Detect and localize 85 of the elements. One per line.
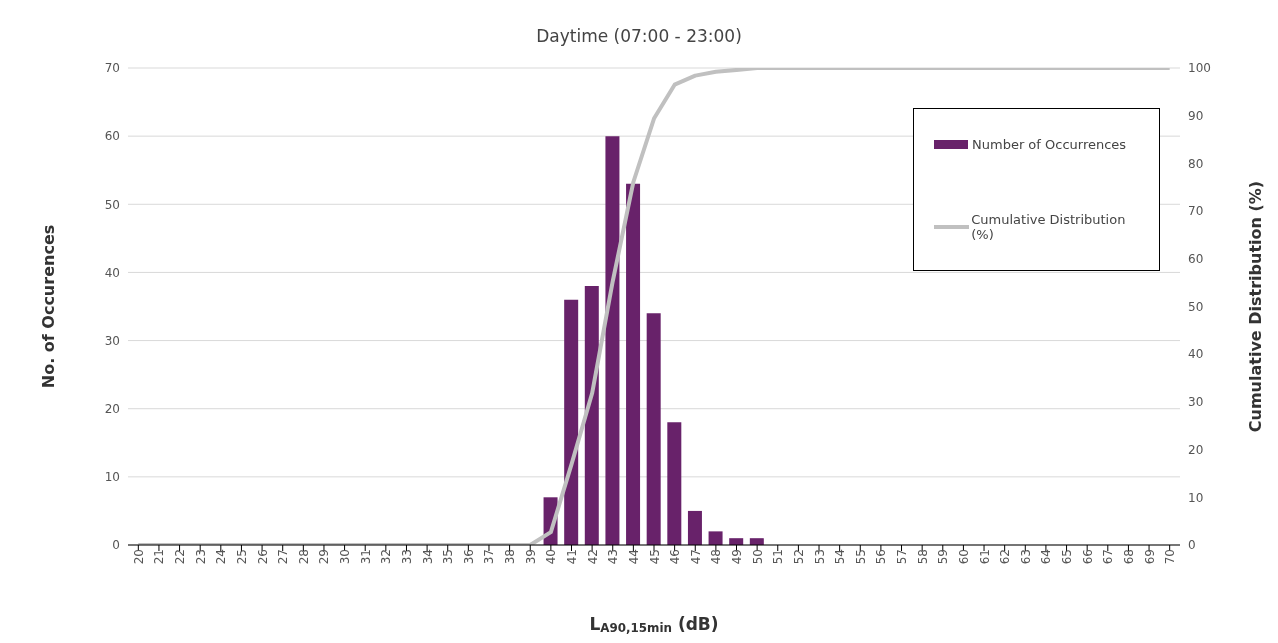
y2-tick-label: 80: [1188, 156, 1204, 171]
x-tick-label: 70: [1163, 549, 1178, 565]
y2-tick-label: 30: [1188, 395, 1204, 410]
y2-tick-label: 10: [1188, 490, 1204, 505]
x-tick-label: 53: [812, 549, 827, 565]
x-tick-label: 27: [276, 549, 291, 565]
x-tick-label: 26: [255, 549, 270, 565]
y2-tick-label: 100: [1188, 61, 1211, 76]
x-tick-label: 32: [379, 549, 394, 565]
x-tick-label: 24: [214, 549, 229, 565]
bar: [564, 299, 579, 545]
x-tick-label: 50: [750, 549, 765, 565]
bar: [646, 313, 661, 545]
x-tick-label: 35: [441, 549, 456, 565]
bar: [605, 136, 620, 545]
y2-tick-label: 0: [1188, 538, 1196, 553]
x-tick-label: 62: [998, 549, 1013, 565]
x-tick-label: 22: [173, 549, 188, 565]
x-tick-label: 57: [895, 549, 910, 565]
x-tick-label: 46: [668, 549, 683, 565]
y2-tick-label: 20: [1188, 442, 1204, 457]
x-axis-title: L$_{A90,15min}$ (dB): [589, 614, 719, 636]
x-tick-label: 66: [1080, 549, 1095, 565]
y-axis-title: No. of Occurences: [38, 224, 58, 389]
bar: [584, 286, 599, 545]
y-tick-label: 30: [104, 333, 120, 348]
y2-tick-label: 70: [1188, 204, 1204, 219]
x-tick-label: 40: [544, 549, 559, 565]
bar: [667, 422, 682, 545]
y-tick-label: 10: [104, 470, 120, 485]
x-tick-label: 23: [193, 549, 208, 565]
x-tick-label: 67: [1101, 549, 1116, 565]
y-tick-label: 20: [104, 401, 120, 416]
x-tick-label: 47: [688, 549, 703, 565]
x-tick-label: 45: [647, 549, 662, 565]
x-tick-label: 59: [936, 549, 951, 565]
x-tick-label: 56: [874, 549, 889, 565]
x-tick-label: 58: [915, 549, 930, 565]
y2-tick-label: 40: [1188, 347, 1204, 362]
y-tick-label: 60: [104, 129, 120, 144]
x-tick-label: 63: [1018, 549, 1033, 565]
bar: [708, 531, 723, 545]
x-tick-label: 43: [606, 549, 621, 565]
legend-label: Number of Occurrences: [972, 137, 1127, 152]
x-tick-label: 38: [503, 549, 518, 565]
line-series: [136, 68, 1172, 545]
x-tick-label: 52: [791, 549, 806, 565]
x-tick-label: 68: [1121, 549, 1136, 565]
x-tick-label: 36: [461, 549, 476, 565]
bar: [626, 183, 641, 545]
x-tick-label: 31: [358, 549, 373, 565]
x-tick-label: 48: [709, 549, 724, 565]
x-tick-label: 69: [1142, 549, 1157, 565]
x-tick-label: 39: [523, 549, 538, 565]
legend-label: Cumulative Distribution (%): [971, 212, 1127, 242]
x-tick-label: 21: [152, 549, 167, 565]
chart-title: Daytime (07:00 - 23:00): [535, 26, 743, 46]
x-tick-label: 49: [730, 549, 745, 565]
x-tick-label: 34: [420, 549, 435, 565]
x-tick-label: 61: [977, 549, 992, 565]
y-tick-label: 0: [112, 538, 120, 553]
x-tick-label: 65: [1060, 549, 1075, 565]
y-tick-label: 40: [104, 265, 120, 280]
x-tick-label: 54: [833, 549, 848, 565]
y-tick-label: 50: [104, 197, 120, 212]
x-tick-label: 42: [585, 549, 600, 565]
x-tick-label: 28: [296, 549, 311, 565]
y2-tick-label: 50: [1188, 299, 1204, 314]
x-tick-label: 41: [565, 549, 580, 565]
x-tick-label: 25: [234, 549, 249, 565]
x-tick-label: 33: [399, 549, 414, 565]
x-tick-label: 29: [317, 549, 332, 565]
x-tick-label: 30: [338, 549, 353, 565]
y-tick-label: 70: [104, 61, 120, 76]
x-tick-label: 51: [771, 549, 786, 565]
x-tick-label: 20: [131, 549, 146, 565]
y2-tick-label: 90: [1188, 108, 1204, 123]
x-tick-label: 55: [853, 549, 868, 565]
x-tick-label: 64: [1039, 549, 1054, 565]
y2-axis-title: Cumulative Distribution (%): [1245, 180, 1265, 433]
bar: [687, 510, 702, 545]
x-tick-label: 44: [626, 549, 641, 565]
y2-tick-label: 60: [1188, 252, 1204, 267]
x-tick-label: 37: [482, 549, 497, 565]
x-tick-label: 60: [956, 549, 971, 565]
